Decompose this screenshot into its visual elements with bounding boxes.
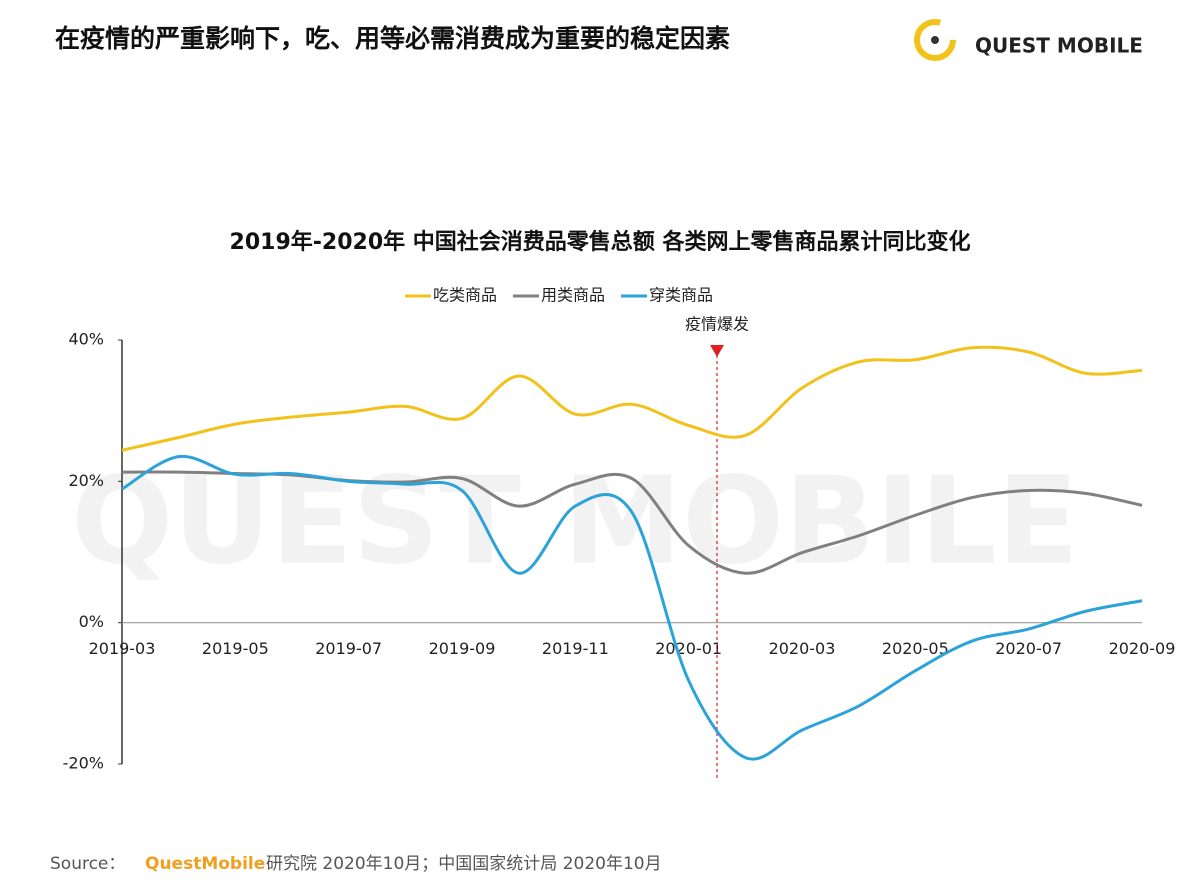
legend-label: 吃类商品 [433,286,497,305]
y-tick-label: 40% [68,330,104,349]
source-label: Source： [50,854,125,874]
y-tick-label: -20% [63,754,104,773]
x-tick-label: 2019-09 [429,639,496,658]
logo-text: QUEST MOBILE [975,34,1143,58]
legend-label: 穿类商品 [649,286,713,305]
series-line [121,345,1143,452]
source-brand: QuestMobile [145,854,265,874]
x-tick-label: 2020-03 [769,639,836,658]
annotation: 疫情爆发 [685,315,749,334]
y-tick-label: 0% [79,612,104,631]
source-text: 研究院 2020年10月；中国国家统计局 2020年10月 [266,854,662,874]
page-title: 在疫情的严重影响下，吃、用等必需消费成为重要的稳定因素 [55,24,730,53]
annotation-marker [710,345,724,357]
y-tick-label: 20% [68,471,104,490]
x-tick-label: 2019-05 [202,639,269,658]
x-tick-label: 2019-07 [315,639,382,658]
x-tick-label: 2019-03 [89,639,156,658]
chart-title: 2019年-2020年 中国社会消费品零售总额 各类网上零售商品累计同比变化 [230,229,971,255]
x-tick-label: 2020-01 [655,639,722,658]
logo-icon [914,19,956,61]
x-tick-label: 2020-05 [882,639,949,658]
x-tick-label: 2020-09 [1109,639,1176,658]
x-tick-label: 2020-07 [995,639,1062,658]
series-line [121,455,1143,761]
legend-label: 用类商品 [541,286,605,305]
x-tick-label: 2019-11 [542,639,609,658]
legend: 吃类商品 用类商品 穿类商品 [405,286,713,305]
